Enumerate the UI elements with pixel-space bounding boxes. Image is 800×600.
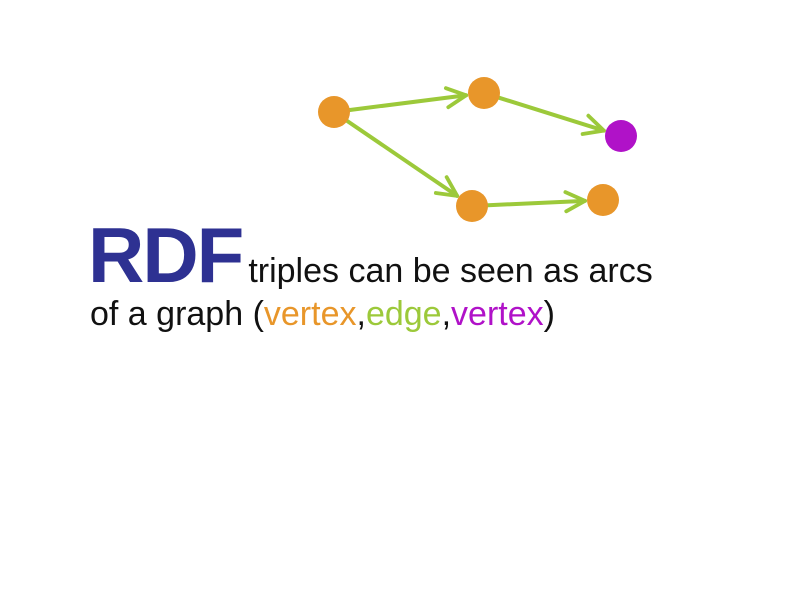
vertex-node-n5 [587,184,619,216]
vertex-node-n4 [456,190,488,222]
nodes-layer [318,77,637,222]
headline-line-2: of a graph (vertex,edge,vertex) [90,294,653,334]
headline: RDF triples can be seen as arcs of a gra… [88,211,653,334]
vertex-node-n2 [468,77,500,109]
comma-2: , [441,295,452,333]
line-2-suffix: ) [543,295,555,333]
headline-line-1-text: triples can be seen as arcs [248,252,653,290]
vertex-node-n1 [318,96,350,128]
edge-n4-n5 [485,190,588,214]
vertex-word: vertex [263,295,357,333]
comma-1: , [356,295,366,333]
rdf-label: RDF [88,211,244,299]
edge-n1-n4 [345,119,460,198]
line-2-prefix: of a graph ( [90,295,264,333]
vertex-word-2: vertex [451,295,544,333]
edges-layer [345,86,606,214]
vertex-node-n3 [605,120,637,152]
edge-n1-n2 [347,86,469,112]
edge-word: edge [365,295,442,333]
edge-n2-n3 [497,95,606,136]
headline-line-1: RDF triples can be seen as arcs [88,211,653,299]
